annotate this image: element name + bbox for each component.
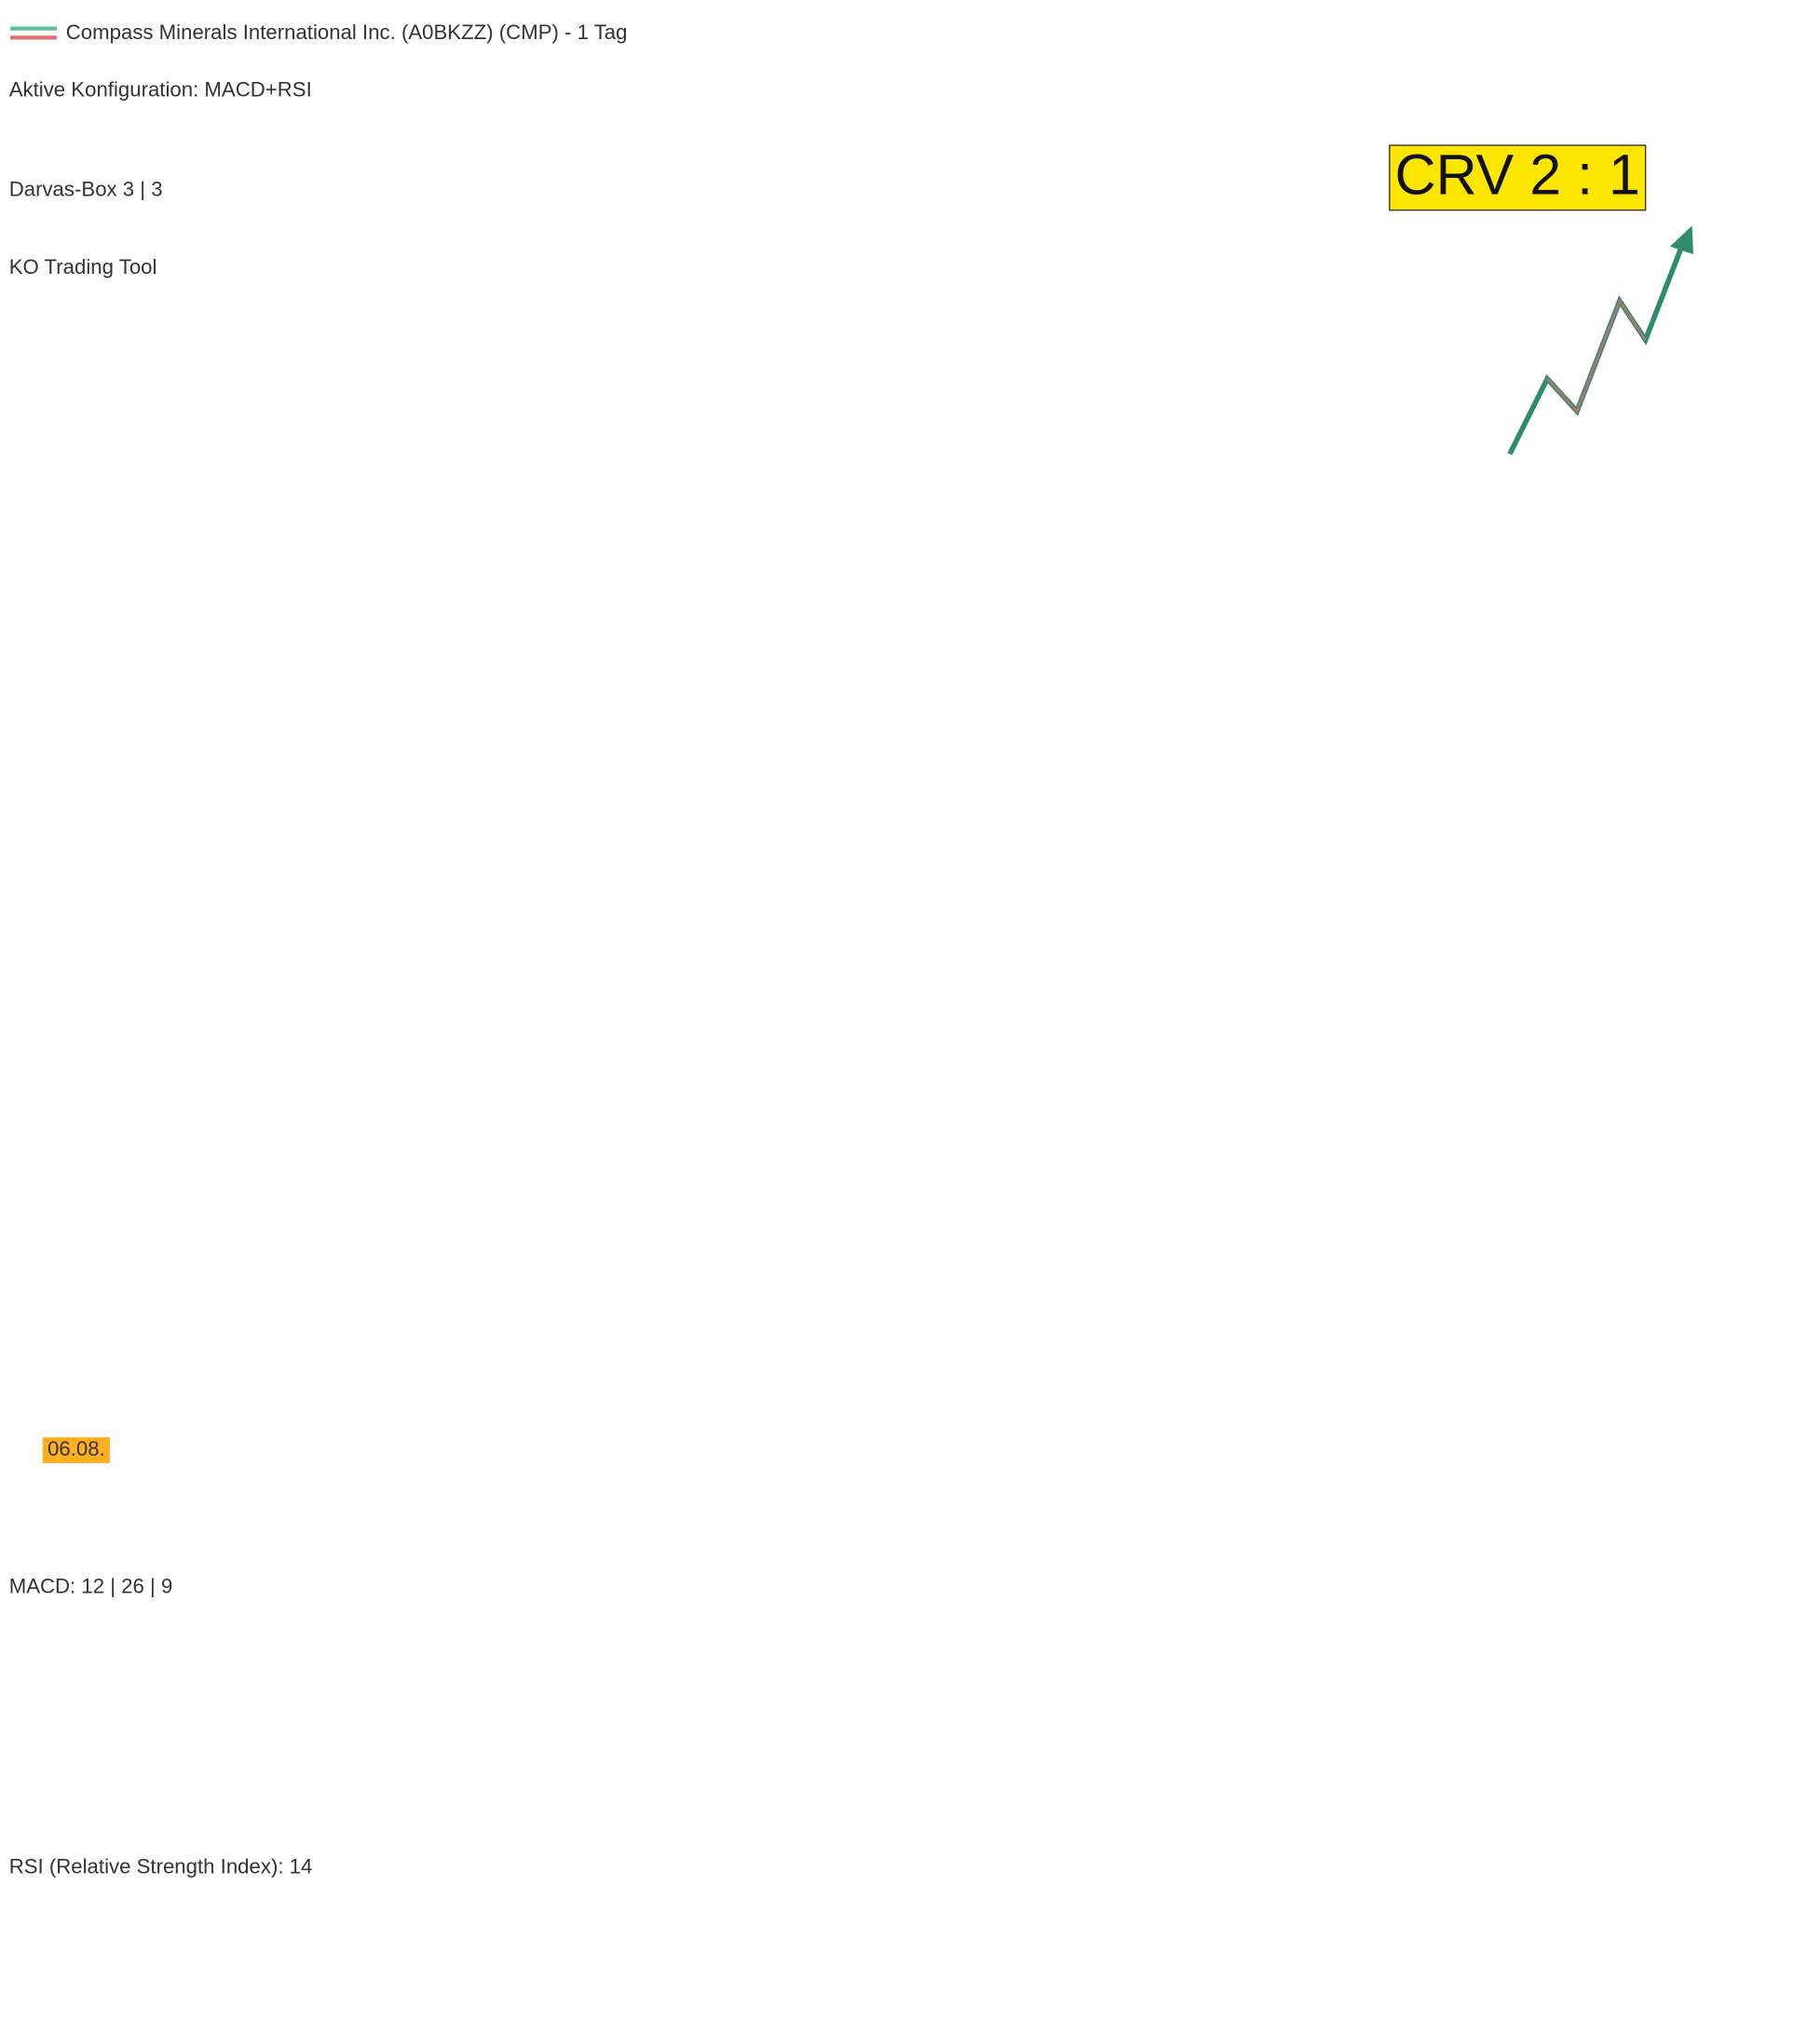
macd-title: MACD: 12 | 26 | 9 [9,1575,173,1598]
arrow-head [1670,225,1693,254]
projection-arrow-accent [1546,298,1647,414]
crv-label: CRV 2 : 1 [1394,142,1640,206]
crv-box [1389,144,1647,211]
cursor-label: 06.08. [48,1437,105,1460]
rsi-title: RSI (Relative Strength Index): 14 [9,1855,313,1878]
cursor-box [42,1437,110,1464]
chart-title: Compass Minerals International Inc. (A0B… [66,20,628,44]
subtitle: Aktive Konfiguration: MACD+RSI [9,77,312,101]
overlay-layer: Compass Minerals International Inc. (A0B… [9,20,1693,1878]
annotation: Darvas-Box 3 | 3 [9,178,163,201]
annotation: KO Trading Tool [9,255,157,278]
projection-arrow [1507,238,1687,455]
